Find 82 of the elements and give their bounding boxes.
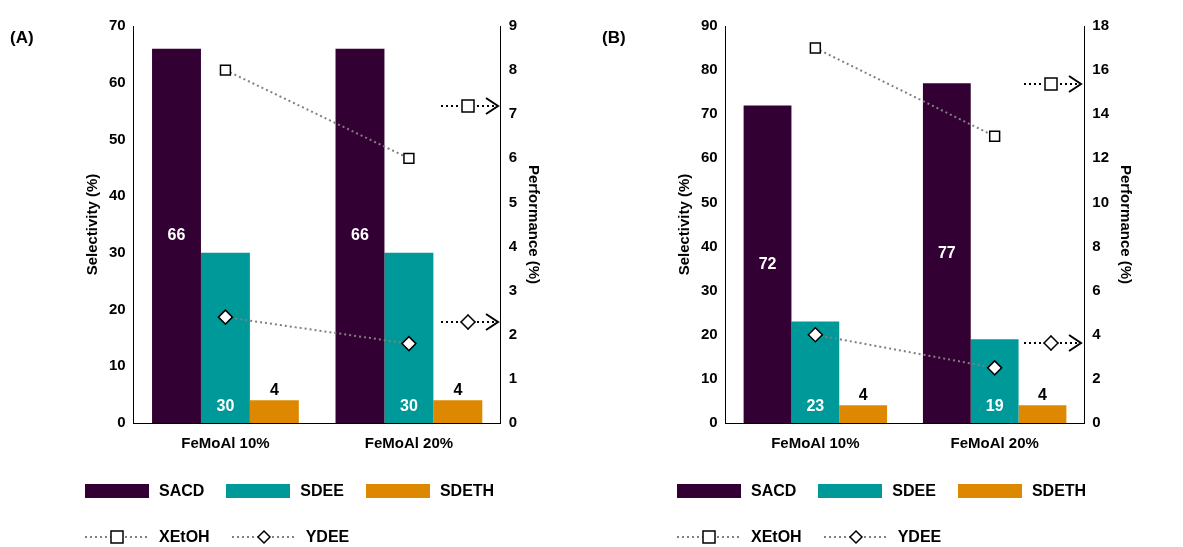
- legend-label: SDEE: [300, 482, 344, 500]
- data-label: 66: [167, 226, 186, 244]
- bar: [433, 400, 483, 423]
- legend-label: XEtOH: [751, 528, 802, 546]
- legend-label: SDETH: [439, 482, 495, 500]
- y-tick-label: 50: [701, 192, 718, 210]
- y-tick-label: 60: [701, 148, 718, 166]
- legend-label: YDEE: [305, 528, 350, 546]
- y-tick-label: 30: [109, 243, 126, 260]
- legend-label: SACD: [751, 482, 797, 500]
- y2-tick-label: 8: [1092, 236, 1101, 254]
- y2-tick-label: 0: [508, 413, 517, 431]
- bar: [335, 48, 385, 423]
- y-axis-title: Selectivity (%): [83, 173, 101, 276]
- y-tick-label: 70: [701, 104, 718, 122]
- data-label: 4: [858, 385, 868, 403]
- data-label: 4: [1038, 385, 1048, 403]
- bar: [839, 405, 888, 423]
- y-tick-label: 10: [701, 369, 718, 387]
- y2-tick-label: 6: [508, 148, 517, 166]
- data-label: 30: [400, 397, 418, 415]
- legend-label: SACD: [159, 482, 205, 500]
- data-label: 77: [937, 243, 956, 261]
- y-tick-label: 70: [109, 16, 126, 34]
- y2-tick-label: 3: [508, 280, 517, 298]
- y-tick-label: 20: [701, 324, 718, 342]
- bar: [384, 252, 434, 423]
- y2-tick-label: 4: [508, 236, 518, 254]
- y2-tick-label: 8: [508, 60, 517, 78]
- y2-tick-label: 2: [508, 324, 517, 342]
- y2-tick-label: 0: [1092, 413, 1101, 431]
- bar: [922, 83, 971, 423]
- y2-tick-label: 16: [1092, 60, 1109, 78]
- y2-tick-label: 18: [1092, 16, 1109, 34]
- y2-tick-label: 4: [1092, 324, 1102, 342]
- bar: [249, 400, 299, 423]
- x-tick-label: FeMoAl 20%: [950, 434, 1039, 452]
- x-tick-label: FeMoAl 10%: [771, 434, 860, 452]
- legend-label: XEtOH: [159, 528, 210, 546]
- chart-title: (A): [10, 28, 34, 48]
- y-tick-label: 0: [117, 413, 126, 431]
- y2-tick-label: 2: [1092, 369, 1101, 387]
- legend-label: YDEE: [897, 528, 942, 546]
- y-tick-label: 30: [701, 280, 718, 298]
- y-tick-label: 90: [701, 16, 718, 34]
- y2-tick-label: 7: [508, 104, 517, 122]
- y-tick-label: 20: [109, 299, 126, 317]
- data-label: 19: [985, 397, 1004, 415]
- x-tick-label: FeMoAl 20%: [364, 434, 454, 452]
- y-tick-label: 40: [109, 186, 126, 204]
- y2-tick-label: 6: [1092, 280, 1101, 298]
- bar: [152, 48, 201, 423]
- y2-tick-label: 9: [508, 16, 517, 34]
- x-tick-label: FeMoAl 10%: [181, 434, 270, 452]
- bar: [970, 339, 1019, 423]
- y2-tick-label: 10: [1092, 192, 1109, 210]
- data-label: 30: [216, 397, 235, 415]
- data-label: 72: [758, 254, 777, 272]
- data-label: 4: [269, 380, 279, 398]
- y2-tick-label: 14: [1092, 104, 1110, 122]
- y-tick-label: 50: [109, 129, 126, 147]
- chart-title: (B): [602, 28, 626, 48]
- y2-axis-title: Performance (%): [1117, 164, 1135, 285]
- data-label: 66: [351, 226, 369, 244]
- bar: [1018, 405, 1067, 423]
- legend-label: SDEE: [892, 482, 936, 500]
- y2-axis-title: Performance (%): [525, 164, 543, 285]
- y-tick-label: 10: [109, 356, 126, 374]
- y-tick-label: 40: [701, 236, 718, 254]
- y2-tick-label: 5: [508, 192, 517, 210]
- y2-tick-label: 12: [1092, 148, 1109, 166]
- y-tick-label: 60: [109, 72, 126, 90]
- data-label: 4: [453, 380, 463, 398]
- legend-label: SDETH: [1031, 482, 1087, 500]
- y-axis-title: Selectivity (%): [675, 173, 693, 276]
- y2-tick-label: 1: [508, 369, 517, 387]
- bar: [200, 252, 250, 423]
- bar: [743, 105, 792, 423]
- data-label: 23: [806, 397, 825, 415]
- y-tick-label: 80: [701, 60, 718, 78]
- bar: [791, 321, 840, 423]
- y-tick-label: 0: [709, 413, 718, 431]
